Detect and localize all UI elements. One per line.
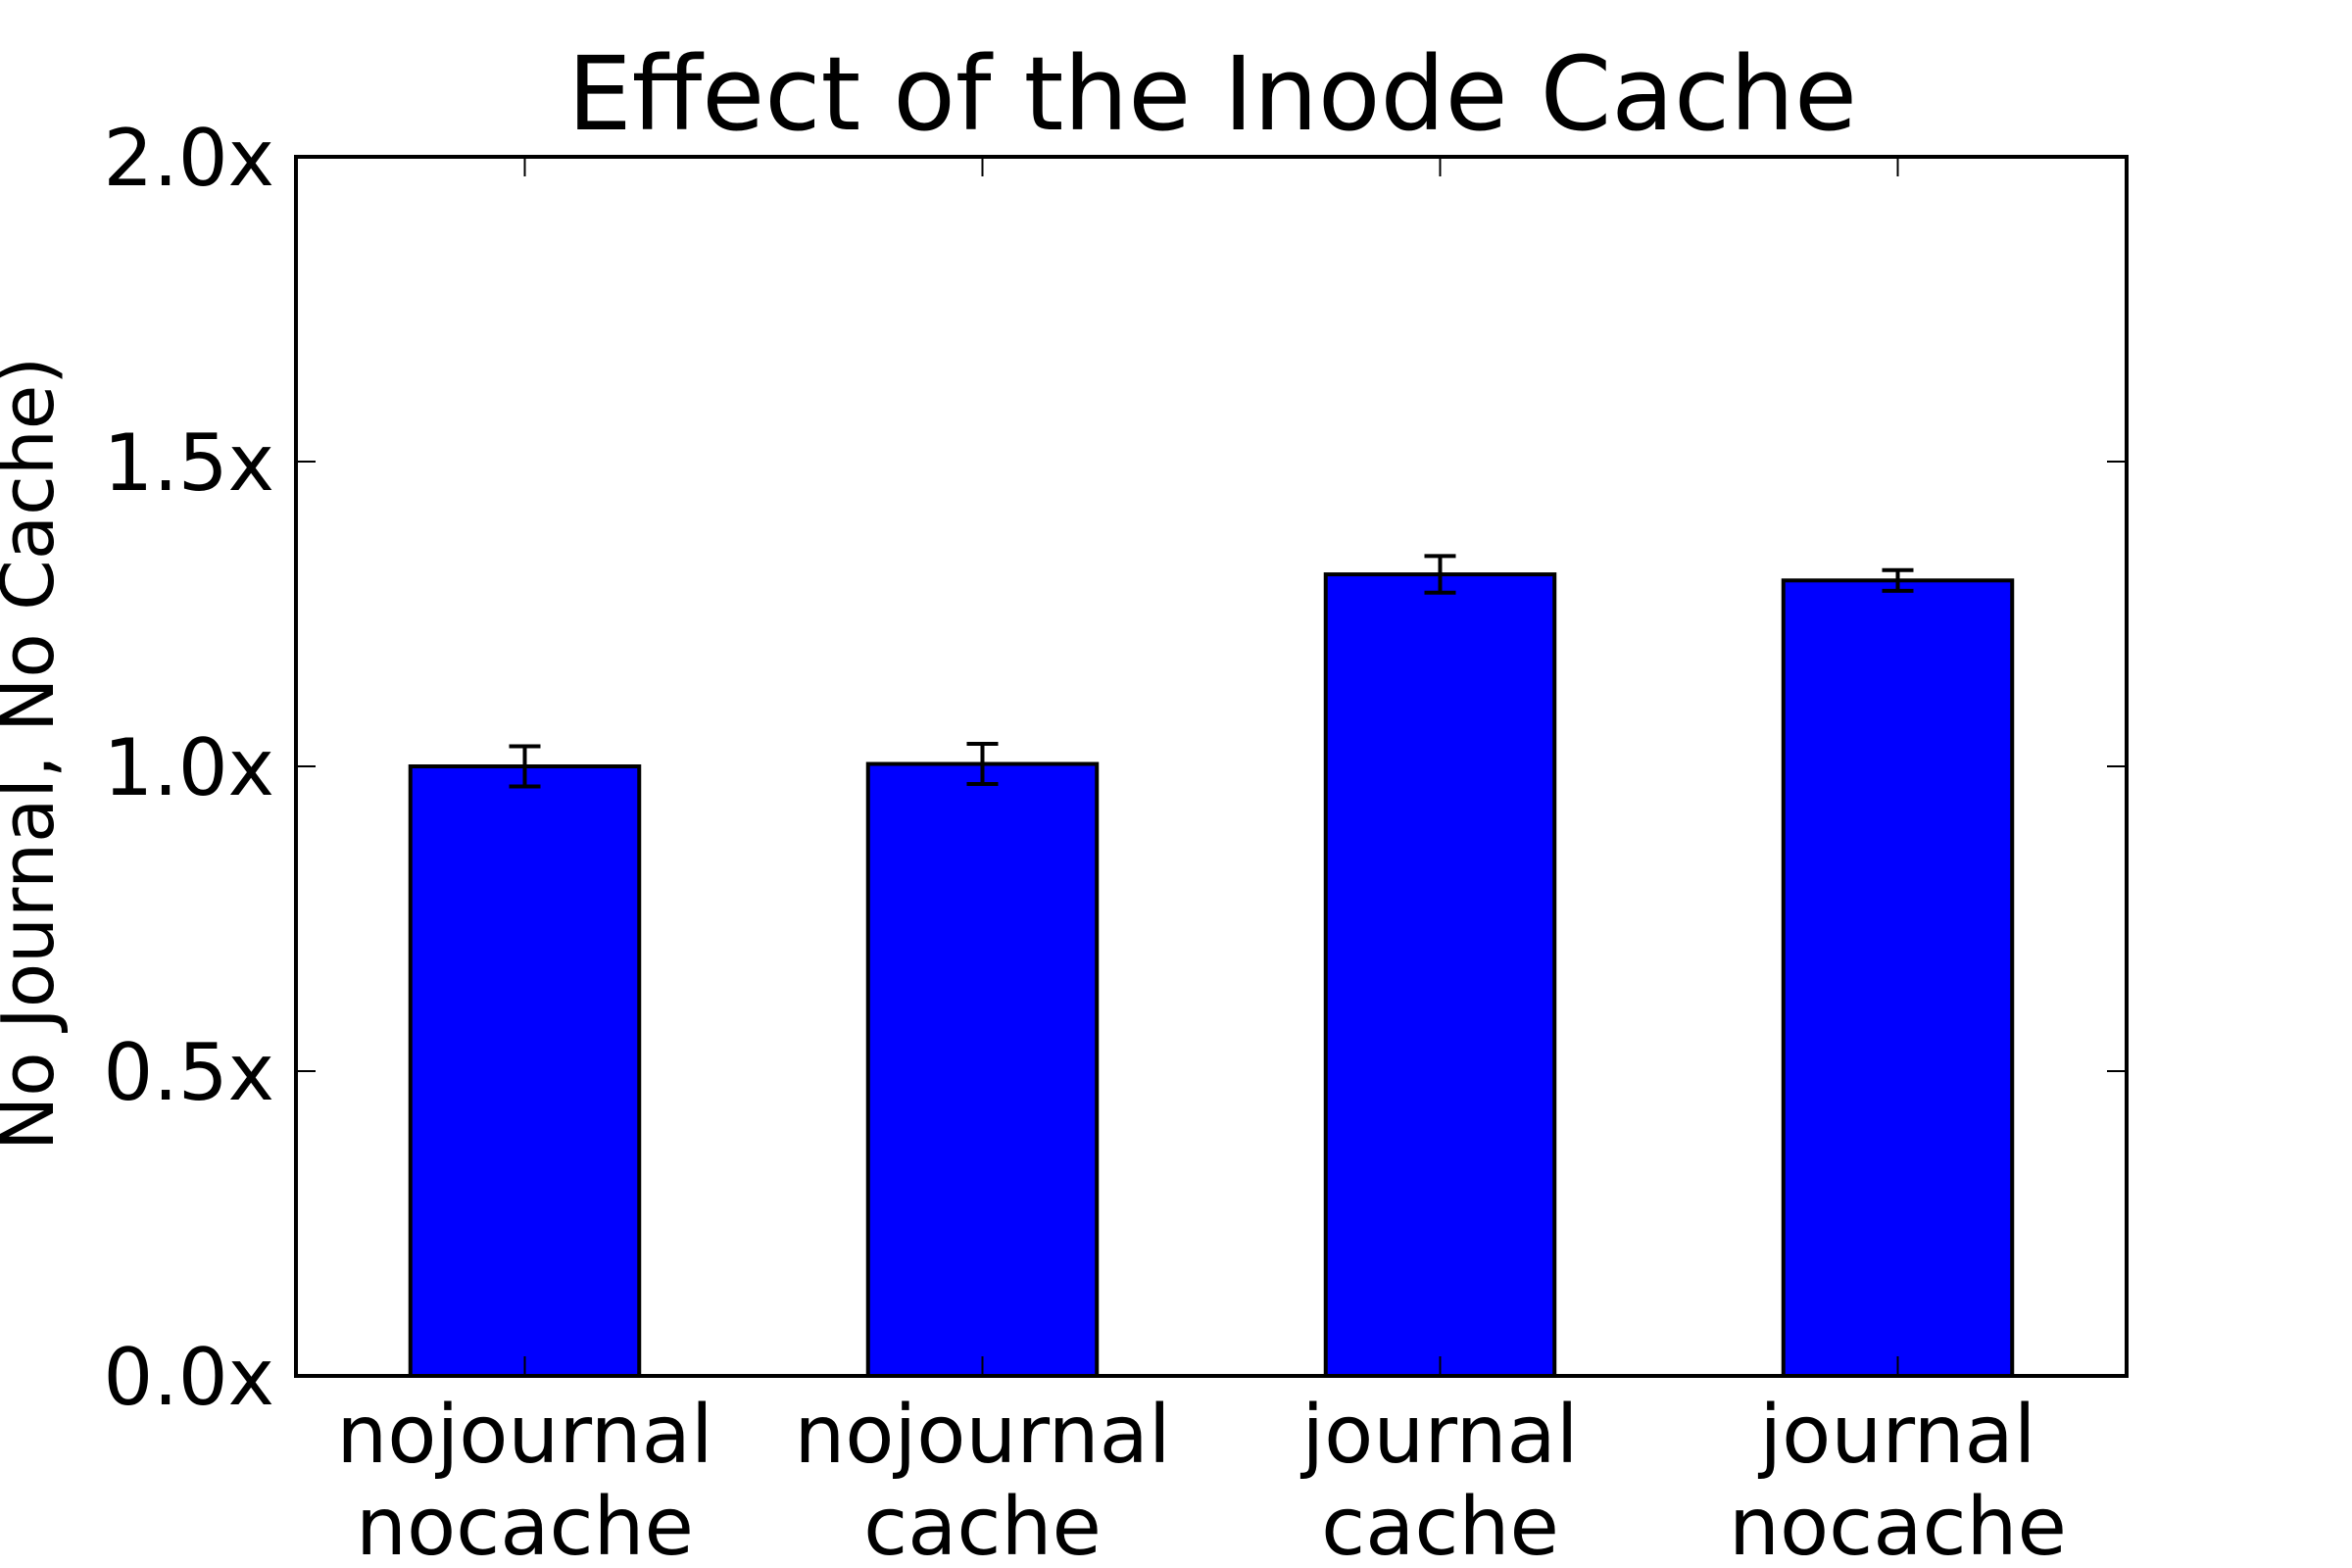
x-tick-label-line: nojournal (336, 1389, 712, 1482)
bar-3 (1323, 572, 1557, 1378)
x-tick-label-line: nocache (356, 1481, 694, 1568)
x-tick-label-line: journal (1757, 1389, 2035, 1482)
error-bar-4 (1882, 567, 1914, 593)
x-tick-label-3: journal cache (1299, 1389, 1578, 1568)
bar-4 (1781, 578, 2015, 1378)
x-tick-label-line: journal (1299, 1389, 1578, 1482)
x-tick-label-line: nojournal (794, 1389, 1170, 1482)
y-tick-label-5: 2.0x (103, 113, 274, 204)
x-tick-label-4: journal nocache (1729, 1389, 2067, 1568)
error-bar-3 (1424, 554, 1456, 595)
x-tick-label-line: cache (863, 1481, 1102, 1568)
y-axis-label: No Journal, No Cache) (0, 357, 71, 1151)
y-tick-label-4: 1.5x (103, 417, 274, 509)
ticks-layer (296, 156, 2127, 1377)
y-tick-label-2: 0.5x (103, 1027, 274, 1118)
chart-title: Effect of the Inode Cache (567, 34, 1857, 154)
bar-1 (408, 764, 642, 1378)
y-tick-label-1: 0.0x (103, 1332, 274, 1423)
x-tick-label-1: nojournal nocache (336, 1389, 712, 1568)
y-tick-labels: 0.0x 0.5x 1.0x 1.5x 2.0x (103, 113, 274, 1423)
x-tick-label-line: cache (1321, 1481, 1559, 1568)
y-tick-label-3: 1.0x (103, 722, 274, 813)
bar-2 (865, 761, 1100, 1378)
x-tick-label-2: nojournal cache (794, 1389, 1170, 1568)
bars-layer (408, 572, 2015, 1378)
error-bar-1 (509, 744, 541, 789)
error-bars-layer (509, 554, 1914, 789)
error-bar-2 (966, 741, 999, 787)
x-tick-label-line: nocache (1729, 1481, 2067, 1568)
